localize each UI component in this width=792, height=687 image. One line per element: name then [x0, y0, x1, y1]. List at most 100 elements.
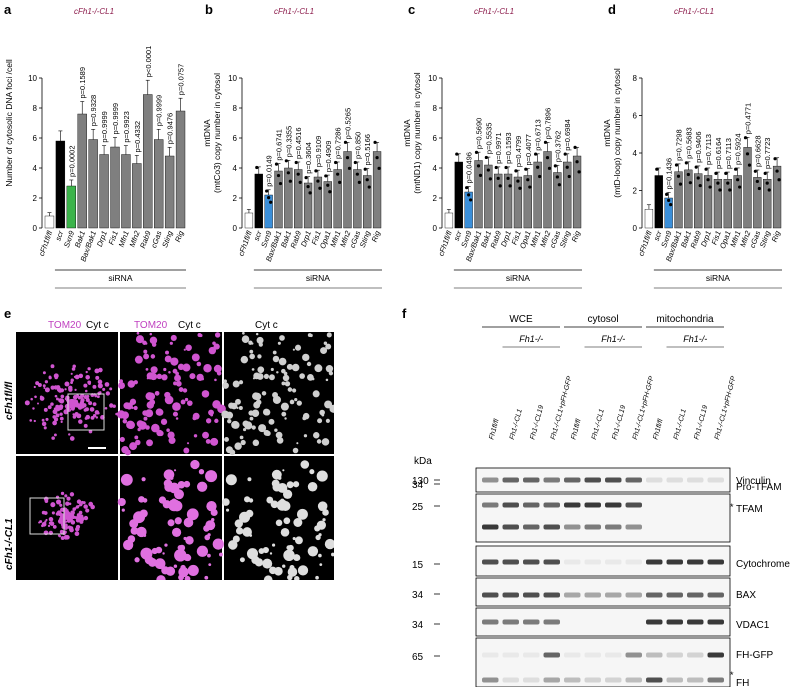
- bar: [684, 169, 693, 229]
- wb-band: [646, 559, 663, 565]
- wb-band: [605, 524, 622, 530]
- organelle-dot: [74, 507, 77, 510]
- organelle-dot: [60, 536, 65, 540]
- organelle-dot: [302, 353, 310, 362]
- organelle-dot: [172, 402, 181, 411]
- organelle-dot: [88, 401, 93, 406]
- bar: [563, 161, 572, 229]
- wb-protein-label: TFAM: [736, 504, 763, 515]
- wb-protein-label: Vinculin: [736, 476, 771, 487]
- organelle-dot: [173, 404, 176, 408]
- organelle-dot: [275, 519, 283, 527]
- organelle-dot: [119, 436, 125, 443]
- bar: [474, 160, 483, 229]
- organelle-dot: [33, 385, 36, 389]
- organelle-dot: [77, 404, 81, 408]
- p-value-label: p=0.5690: [475, 118, 484, 150]
- data-point: [278, 181, 283, 186]
- organelle-dot: [244, 496, 251, 503]
- organelle-dot: [135, 439, 141, 446]
- bar: [743, 147, 752, 229]
- organelle-dot: [282, 564, 286, 568]
- y-tick-label: 6: [433, 134, 438, 143]
- data-point: [686, 172, 690, 177]
- organelle-dot: [300, 460, 310, 469]
- bar: [513, 176, 523, 229]
- organelle-dot: [74, 531, 80, 537]
- organelle-dot: [185, 536, 194, 545]
- organelle-dot: [284, 381, 291, 387]
- data-point: [767, 188, 771, 192]
- organelle-dot: [41, 418, 45, 422]
- wb-lane-label: Fh1-/-CL19: [693, 404, 709, 440]
- organelle-dot: [98, 367, 103, 373]
- organelle-dot: [64, 388, 67, 391]
- y-tick-label: 0: [33, 224, 38, 233]
- organelle-dot: [249, 416, 254, 421]
- y-axis-label: Number of cytosolic DNA foci /cell: [4, 59, 14, 187]
- wb-band: [523, 524, 540, 530]
- organelle-dot: [184, 575, 191, 580]
- organelle-dot: [293, 518, 303, 527]
- wb-lane-label: Fh1fl/fl: [488, 418, 500, 441]
- e-row-label-2: cFh1-/-CL1: [4, 518, 15, 570]
- organelle-dot: [256, 336, 264, 344]
- organelle-dot: [78, 373, 84, 379]
- organelle-dot: [240, 439, 246, 446]
- organelle-dot: [32, 407, 35, 410]
- organelle-dot: [213, 364, 222, 373]
- p-value-label: p=0.9971: [494, 132, 503, 164]
- organelle-dot: [52, 525, 57, 529]
- organelle-dot: [183, 480, 191, 488]
- wb-band: [482, 524, 499, 530]
- organelle-dot: [126, 420, 135, 430]
- p-value-label: p=0.4909: [324, 141, 333, 173]
- organelle-dot: [76, 413, 82, 419]
- organelle-dot: [54, 375, 58, 380]
- panel-label-c: c: [408, 2, 416, 17]
- p-value-label: p=0.0149: [265, 155, 274, 187]
- category-label: cFh1fl/fl: [636, 229, 654, 257]
- organelle-dot: [29, 419, 33, 422]
- organelle-dot: [158, 496, 167, 504]
- e-image-1-1: [16, 332, 118, 454]
- wb-band: [666, 592, 683, 598]
- wb-band: [646, 477, 663, 483]
- organelle-dot: [165, 350, 170, 355]
- wb-band: [502, 592, 519, 598]
- organelle-dot: [277, 341, 281, 345]
- wb-band: [564, 677, 581, 683]
- organelle-dot: [97, 391, 102, 396]
- bar: [254, 173, 263, 229]
- organelle-dot: [249, 353, 255, 360]
- y-tick-label: 2: [233, 194, 238, 203]
- bar: [454, 161, 463, 229]
- organelle-dot: [49, 521, 55, 526]
- y-tick-label: 6: [33, 134, 38, 143]
- organelle-dot: [83, 504, 88, 509]
- y-tick-label: 2: [433, 194, 438, 203]
- organelle-dot: [64, 520, 68, 523]
- organelle-dot: [55, 413, 60, 418]
- p-value-label: p=0.4077: [524, 134, 533, 166]
- p-value-label: p=0.0002: [67, 145, 76, 177]
- organelle-dot: [314, 364, 323, 373]
- category-label: cFh1fl/fl: [37, 229, 55, 257]
- data-point: [338, 180, 342, 184]
- organelle-dot: [68, 385, 73, 391]
- organelle-dot: [52, 385, 55, 389]
- organelle-dot: [149, 399, 156, 406]
- organelle-dot: [154, 558, 166, 570]
- data-point: [528, 185, 532, 189]
- category-label: Rig: [370, 229, 383, 243]
- organelle-dot: [279, 498, 285, 504]
- data-point: [763, 171, 767, 175]
- wb-kda-marker: 15: [412, 560, 424, 571]
- organelle-dot: [234, 519, 243, 528]
- wb-band: [543, 652, 560, 658]
- data-point: [488, 177, 492, 181]
- organelle-dot: [168, 436, 176, 444]
- p-value-label: p=0.6984: [563, 119, 572, 151]
- organelle-dot: [275, 394, 278, 398]
- y-tick-label: 4: [433, 164, 438, 173]
